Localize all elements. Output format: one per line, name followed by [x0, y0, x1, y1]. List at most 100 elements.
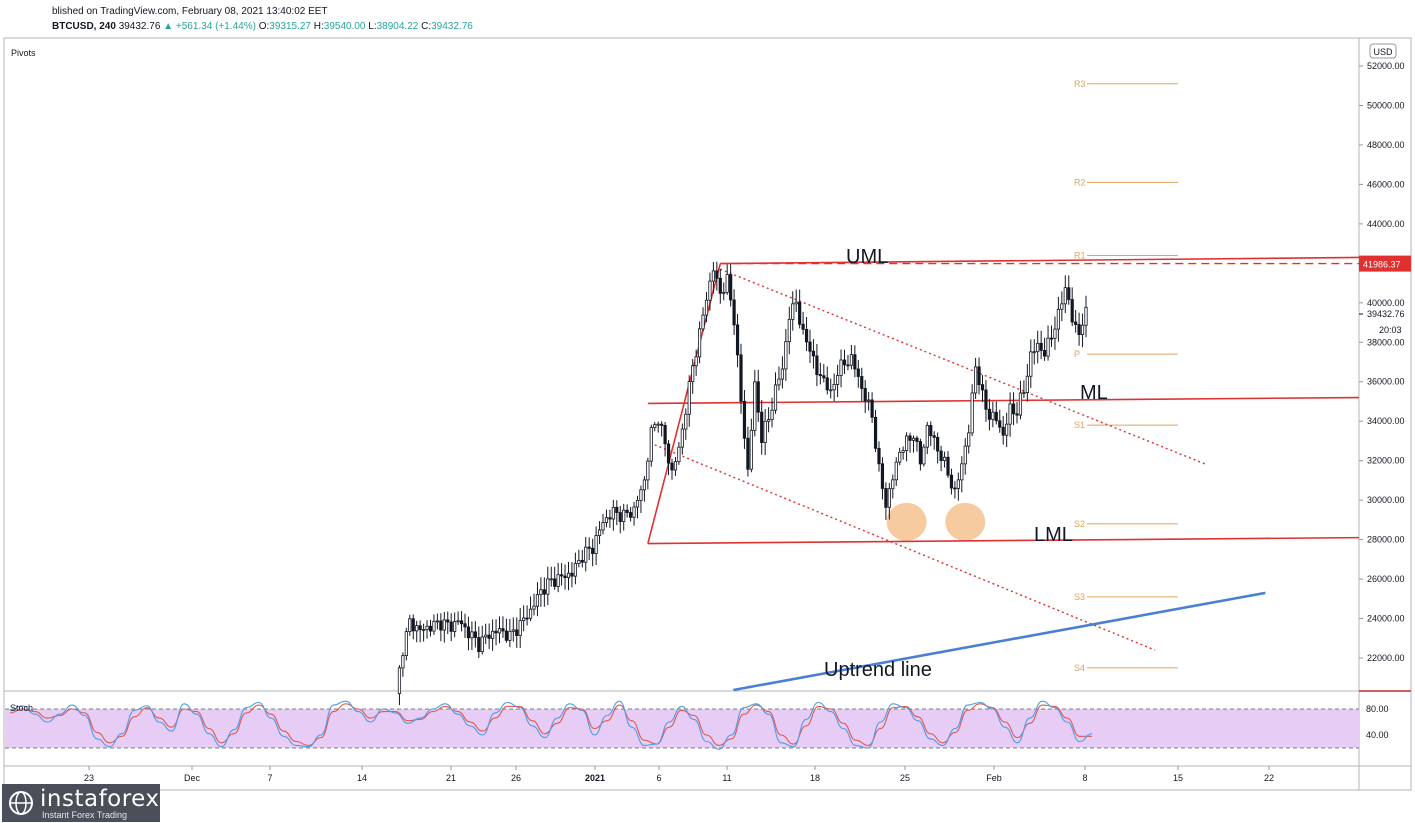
candle-body [646, 460, 650, 481]
candle-body [773, 384, 778, 411]
candle-body [825, 377, 829, 391]
candle-body [1049, 337, 1054, 340]
candle-body [501, 628, 505, 632]
candle-body [815, 355, 819, 375]
candle-body [415, 625, 419, 632]
candle-body [1077, 324, 1081, 335]
candle-body [842, 359, 847, 366]
candle-body [984, 389, 988, 410]
candle-body [487, 634, 491, 639]
symbol-label: BTCUSD, 240 [52, 21, 116, 32]
x-tick-label: 26 [511, 773, 521, 783]
candle-body [967, 432, 971, 447]
pivot-label-s2: S2 [1074, 519, 1085, 529]
candle-body [629, 512, 633, 518]
chart-frame [3, 37, 1412, 791]
candle-body [808, 341, 812, 352]
candle-body [449, 621, 453, 632]
candle-body [463, 623, 467, 628]
candle-body [404, 631, 408, 656]
candle-body [877, 447, 881, 465]
candle-body [725, 274, 729, 293]
x-tick-label: Dec [184, 773, 201, 783]
uptrend-line-group [733, 591, 1266, 692]
bottom-highlights [886, 502, 986, 541]
pitchfork-channel [647, 256, 1360, 545]
candle-body [435, 620, 440, 623]
candle-body [508, 630, 512, 641]
candle-body [1039, 342, 1043, 351]
candle-body [615, 506, 619, 513]
candle-body [532, 605, 536, 610]
channel-line-pitchfork-left [647, 263, 722, 544]
candle-body [832, 383, 836, 391]
y-tick-label: 44000.00 [1367, 219, 1405, 229]
x-tick-label: 11 [722, 773, 731, 783]
candle-body [497, 628, 502, 634]
candle-body [770, 409, 774, 421]
bottom-highlight-2 [945, 502, 986, 541]
bottom-highlight-1 [886, 502, 927, 541]
stoch-k-line [9, 700, 1093, 750]
candle-body [490, 630, 495, 639]
currency-badge[interactable] [1369, 43, 1397, 59]
x-tick-label: 15 [1173, 773, 1183, 783]
logo-name: instaforex [40, 786, 160, 812]
candle-body [632, 506, 636, 518]
candle-body [698, 328, 702, 358]
candle-body [666, 443, 671, 464]
candle-body [535, 594, 540, 607]
candle-body [528, 608, 533, 619]
x-tick-label: 22 [1264, 773, 1274, 783]
candle-body [691, 365, 695, 383]
candle-body [1005, 423, 1009, 436]
stoch-label: Stoch [10, 703, 33, 713]
candle-body [925, 425, 929, 448]
candle-body [929, 425, 933, 437]
candle-body [522, 617, 526, 621]
candle-body [1067, 287, 1071, 300]
candle-body [618, 512, 622, 522]
candle-body [587, 546, 591, 549]
dotted-line-1 [720, 268, 1208, 466]
candle-body [418, 625, 422, 631]
candle-body [970, 392, 974, 434]
candle-body [767, 419, 771, 422]
dotted-line-2 [654, 444, 1156, 651]
candle-body [601, 522, 605, 531]
candle-body [953, 487, 957, 490]
channel-line-uml [720, 256, 1360, 265]
candle-body [873, 416, 878, 449]
y-tick-label: 24000.00 [1367, 614, 1405, 624]
resistance-price-tag [1359, 255, 1411, 272]
candle-body [408, 618, 412, 632]
candle-body [656, 423, 660, 426]
candle-body [670, 462, 674, 471]
candle-body [932, 435, 936, 438]
candle-body [836, 375, 840, 385]
candle-body [515, 629, 519, 636]
candle-body [660, 423, 664, 426]
stoch-tick-label: 80.00 [1366, 704, 1389, 714]
candle-body [1046, 337, 1050, 357]
candle-body [1008, 403, 1012, 425]
candle-body [704, 299, 709, 316]
candle-body [794, 301, 798, 305]
candle-body [891, 479, 895, 490]
low-label: L: [368, 21, 377, 32]
y-tick-label: 22000.00 [1367, 653, 1405, 663]
candle-body [459, 620, 464, 625]
candle-body [1001, 426, 1005, 436]
y-tick-label: 28000.00 [1367, 535, 1405, 545]
last-price-text: 39432.76 [1367, 309, 1405, 319]
stochastic-pane: 80.00 40.00 [5, 700, 1389, 750]
candle-body [946, 456, 950, 476]
channel-line-lml [647, 536, 1360, 545]
candle-body [577, 559, 581, 564]
candle-body [446, 619, 450, 623]
annotation-lml: LML [1034, 524, 1073, 546]
candle-body [922, 446, 926, 465]
channel-line-ml [647, 396, 1360, 405]
candle-body [560, 574, 564, 577]
